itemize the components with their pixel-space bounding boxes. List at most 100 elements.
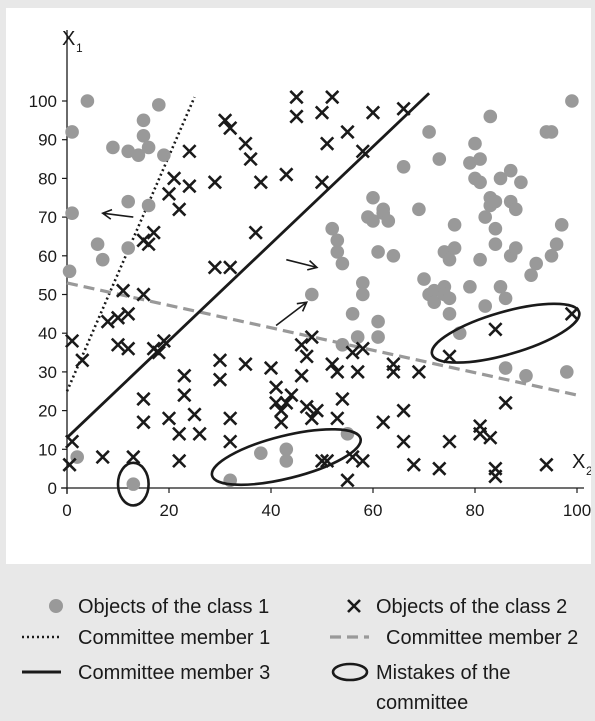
class1-point — [514, 175, 528, 190]
class1-point — [544, 125, 559, 139]
class1-point — [371, 314, 385, 329]
class2-point — [472, 426, 488, 441]
class2-point — [126, 449, 141, 465]
class1-point — [141, 140, 156, 155]
class2-point — [355, 144, 370, 159]
class2-point — [115, 283, 131, 298]
class2-point — [442, 434, 457, 449]
y-tick-label: 100 — [29, 92, 57, 111]
class1-point — [305, 287, 319, 302]
class1-point — [131, 148, 146, 162]
legend-item: Committee member 2 — [330, 627, 578, 649]
class2-point — [314, 105, 330, 120]
y-tick-label: 10 — [38, 440, 57, 459]
class1-point — [121, 144, 135, 159]
class1-point — [121, 194, 135, 209]
class2-point — [156, 333, 172, 349]
class1-point — [442, 252, 457, 267]
legend-item: Mistakes of the committee — [331, 662, 511, 714]
class2-point — [268, 380, 284, 395]
class1-point — [126, 477, 141, 491]
class1-point — [493, 279, 508, 294]
class1-point — [279, 454, 294, 468]
class2-point — [223, 411, 238, 426]
class2-point — [488, 469, 503, 484]
class2-point — [335, 391, 350, 407]
class1-point — [503, 163, 518, 178]
class2-point — [309, 403, 325, 418]
class2-point — [182, 179, 197, 194]
class2-point — [177, 388, 192, 403]
class2-point — [289, 90, 304, 105]
direction-arrow — [101, 208, 134, 220]
class1-point — [157, 148, 171, 162]
class2-point — [488, 322, 503, 337]
class2-point — [141, 237, 156, 252]
class2-point — [396, 434, 411, 449]
class2-point — [238, 136, 253, 151]
class2-point — [299, 349, 314, 364]
y-tick-label: 80 — [38, 169, 57, 188]
class1-point — [371, 330, 385, 344]
legend-item: Objects of the class 1 — [49, 596, 269, 618]
class1-point — [136, 129, 151, 143]
class2-point — [304, 411, 319, 426]
class2-point — [212, 353, 228, 368]
class2-point — [325, 90, 340, 105]
class2-point — [432, 461, 447, 476]
legend-item: Committee member 1 — [22, 627, 270, 649]
class2-point — [95, 449, 110, 465]
class1-point — [335, 256, 350, 271]
class1-point — [498, 361, 513, 375]
class2-point — [223, 434, 238, 449]
class2-point — [376, 415, 391, 430]
class1-point — [554, 218, 569, 232]
legend: Objects of the class 1 Objects of the cla… — [22, 596, 578, 714]
x-tick-label: 20 — [160, 501, 179, 520]
class2-point — [75, 353, 90, 368]
class1-point — [396, 159, 411, 174]
class2-point — [294, 368, 309, 383]
class1-point — [447, 218, 462, 232]
class1-point — [330, 245, 345, 259]
legend-cross-icon — [347, 599, 361, 613]
class2-point — [406, 457, 421, 472]
class1-point — [498, 291, 513, 306]
class1-point — [442, 307, 457, 321]
y-tick-label: 90 — [38, 131, 57, 150]
class1-point — [417, 272, 431, 286]
legend-label: Objects of the class 2 — [376, 596, 567, 618]
y-tick-label: 30 — [38, 363, 57, 382]
class2-point — [345, 449, 360, 465]
legend-label: Committee member 1 — [78, 627, 270, 649]
legend-item: Committee member 3 — [22, 662, 270, 684]
class1-point — [254, 446, 268, 460]
class1-point — [381, 214, 396, 228]
class2-point — [136, 415, 151, 430]
class2-point — [330, 364, 345, 380]
class2-point — [100, 314, 115, 329]
class2-point — [268, 395, 284, 410]
class2-point — [161, 411, 177, 426]
class1-point — [121, 241, 135, 255]
class2-point — [177, 368, 192, 383]
x-tick-label: 60 — [364, 501, 383, 520]
committee-member-3-line — [66, 92, 431, 439]
class2-point — [217, 113, 233, 128]
class2-point — [365, 105, 381, 120]
class2-point — [182, 144, 197, 159]
class1-point — [473, 152, 487, 166]
class2-point — [110, 310, 126, 325]
class2-point — [238, 357, 253, 372]
class1-point — [488, 237, 503, 251]
y-axis-title: X — [62, 28, 75, 50]
class1-point — [468, 136, 482, 151]
legend-label: Committee member 3 — [78, 662, 270, 684]
chart-panel: 0 10 20 30 40 50 60 70 80 90 100 0 20 40 60 80 100 X 1 X 2 — [6, 8, 593, 564]
class1-point — [509, 202, 523, 217]
class1-point — [488, 221, 503, 236]
class2-point — [136, 287, 151, 302]
class1-point — [427, 283, 442, 298]
class2-point — [64, 434, 80, 449]
